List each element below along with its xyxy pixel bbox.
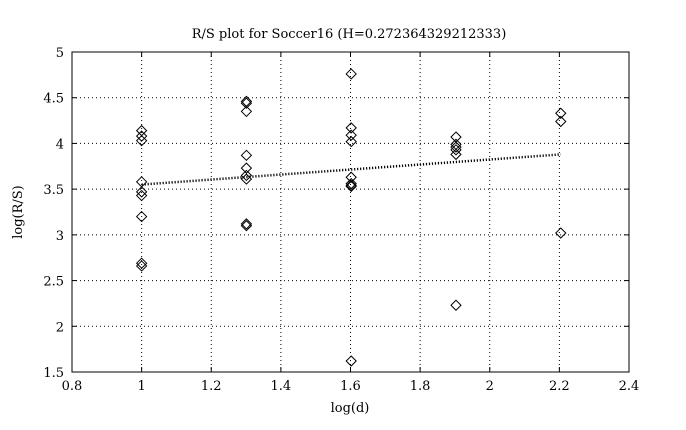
regression-line xyxy=(141,153,561,186)
x-tick-label: 2 xyxy=(486,379,494,394)
x-tick-label: 2.4 xyxy=(619,379,640,394)
data-point-diamond xyxy=(555,115,567,128)
data-point-diamond xyxy=(240,162,253,174)
y-tick-label: 4.5 xyxy=(43,92,64,107)
data-point-diamond xyxy=(135,210,148,223)
x-tick-label: 1.6 xyxy=(340,379,361,394)
data-points xyxy=(135,68,567,367)
y-tick-label: 3.5 xyxy=(43,183,64,198)
data-point-diamond xyxy=(135,186,148,198)
data-point-diamond xyxy=(345,179,357,192)
data-point-diamond xyxy=(240,169,253,182)
y-tick-label: 4 xyxy=(56,137,64,152)
y-tick-label: 3 xyxy=(56,229,64,244)
chart-title: R/S plot for Soccer16 (H=0.2723643292123… xyxy=(192,27,507,42)
data-point-diamond xyxy=(450,141,462,153)
x-axis-label: log(d) xyxy=(331,401,370,416)
data-point-diamond xyxy=(135,257,148,269)
data-point-diamond xyxy=(345,171,357,183)
data-point-diamond xyxy=(450,299,462,311)
data-point-diamond xyxy=(345,122,357,134)
data-point-diamond xyxy=(240,220,253,232)
data-point-diamond xyxy=(135,260,148,272)
data-point-diamond xyxy=(450,131,462,143)
y-tick-label: 2 xyxy=(56,320,64,335)
data-point-diamond xyxy=(345,68,357,80)
data-point-diamond xyxy=(240,173,253,185)
x-tick-label: 1.8 xyxy=(410,379,431,394)
y-tick-label: 1.5 xyxy=(43,366,64,381)
data-point-diamond xyxy=(345,129,357,141)
data-point-diamond xyxy=(555,227,567,239)
data-point-diamond xyxy=(135,134,148,147)
x-tick-label: 1.2 xyxy=(201,379,222,394)
data-point-diamond xyxy=(135,189,148,202)
y-tick-label: 5 xyxy=(56,46,64,61)
data-point-diamond xyxy=(240,105,253,118)
data-point-diamond xyxy=(345,355,357,367)
x-tick-label: 2.2 xyxy=(549,379,570,394)
data-point-diamond xyxy=(240,149,253,162)
axis-ticks xyxy=(71,51,630,373)
data-point-diamond xyxy=(345,135,357,148)
x-tick-label: 1.4 xyxy=(271,379,292,394)
x-tick-labels: 0.8 1 1.2 1.4 1.6 1.8 2 2.2 2.4 xyxy=(62,379,640,394)
data-point-diamond xyxy=(345,180,357,193)
x-tick-label: 1 xyxy=(137,379,145,394)
y-tick-label: 2.5 xyxy=(43,275,64,290)
y-axis-label: log(R/S) xyxy=(11,185,26,239)
data-point-diamond xyxy=(240,97,253,109)
data-point-diamond xyxy=(135,130,148,142)
data-point-diamond xyxy=(450,144,462,156)
data-point-diamond xyxy=(345,177,357,190)
y-tick-labels: 1.5 2 2.5 3 3.5 4 4.5 5 xyxy=(43,46,64,381)
grid xyxy=(72,52,629,372)
data-point-diamond xyxy=(450,148,462,161)
data-point-diamond xyxy=(240,218,253,230)
fit-line xyxy=(141,153,561,186)
data-point-diamond xyxy=(555,107,567,119)
x-tick-label: 0.8 xyxy=(62,379,83,394)
